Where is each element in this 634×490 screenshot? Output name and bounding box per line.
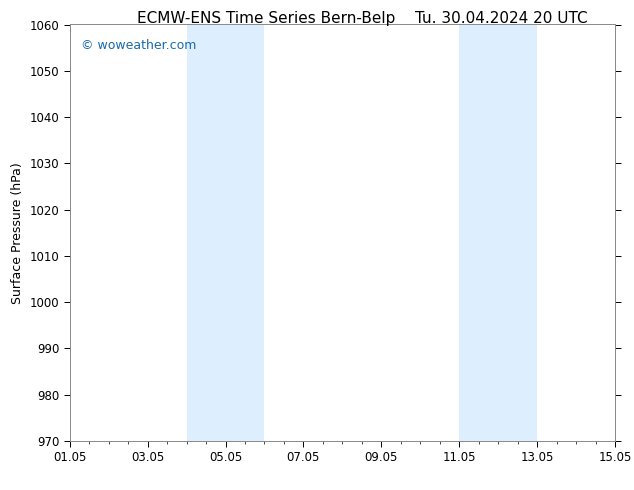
- Y-axis label: Surface Pressure (hPa): Surface Pressure (hPa): [11, 162, 24, 304]
- Bar: [498, 24, 537, 441]
- Text: ECMW-ENS Time Series Bern-Belp: ECMW-ENS Time Series Bern-Belp: [137, 11, 396, 26]
- Bar: [226, 24, 264, 441]
- Bar: [186, 24, 226, 441]
- Text: © woweather.com: © woweather.com: [81, 39, 196, 52]
- Bar: [459, 24, 498, 441]
- Text: Tu. 30.04.2024 20 UTC: Tu. 30.04.2024 20 UTC: [415, 11, 587, 26]
